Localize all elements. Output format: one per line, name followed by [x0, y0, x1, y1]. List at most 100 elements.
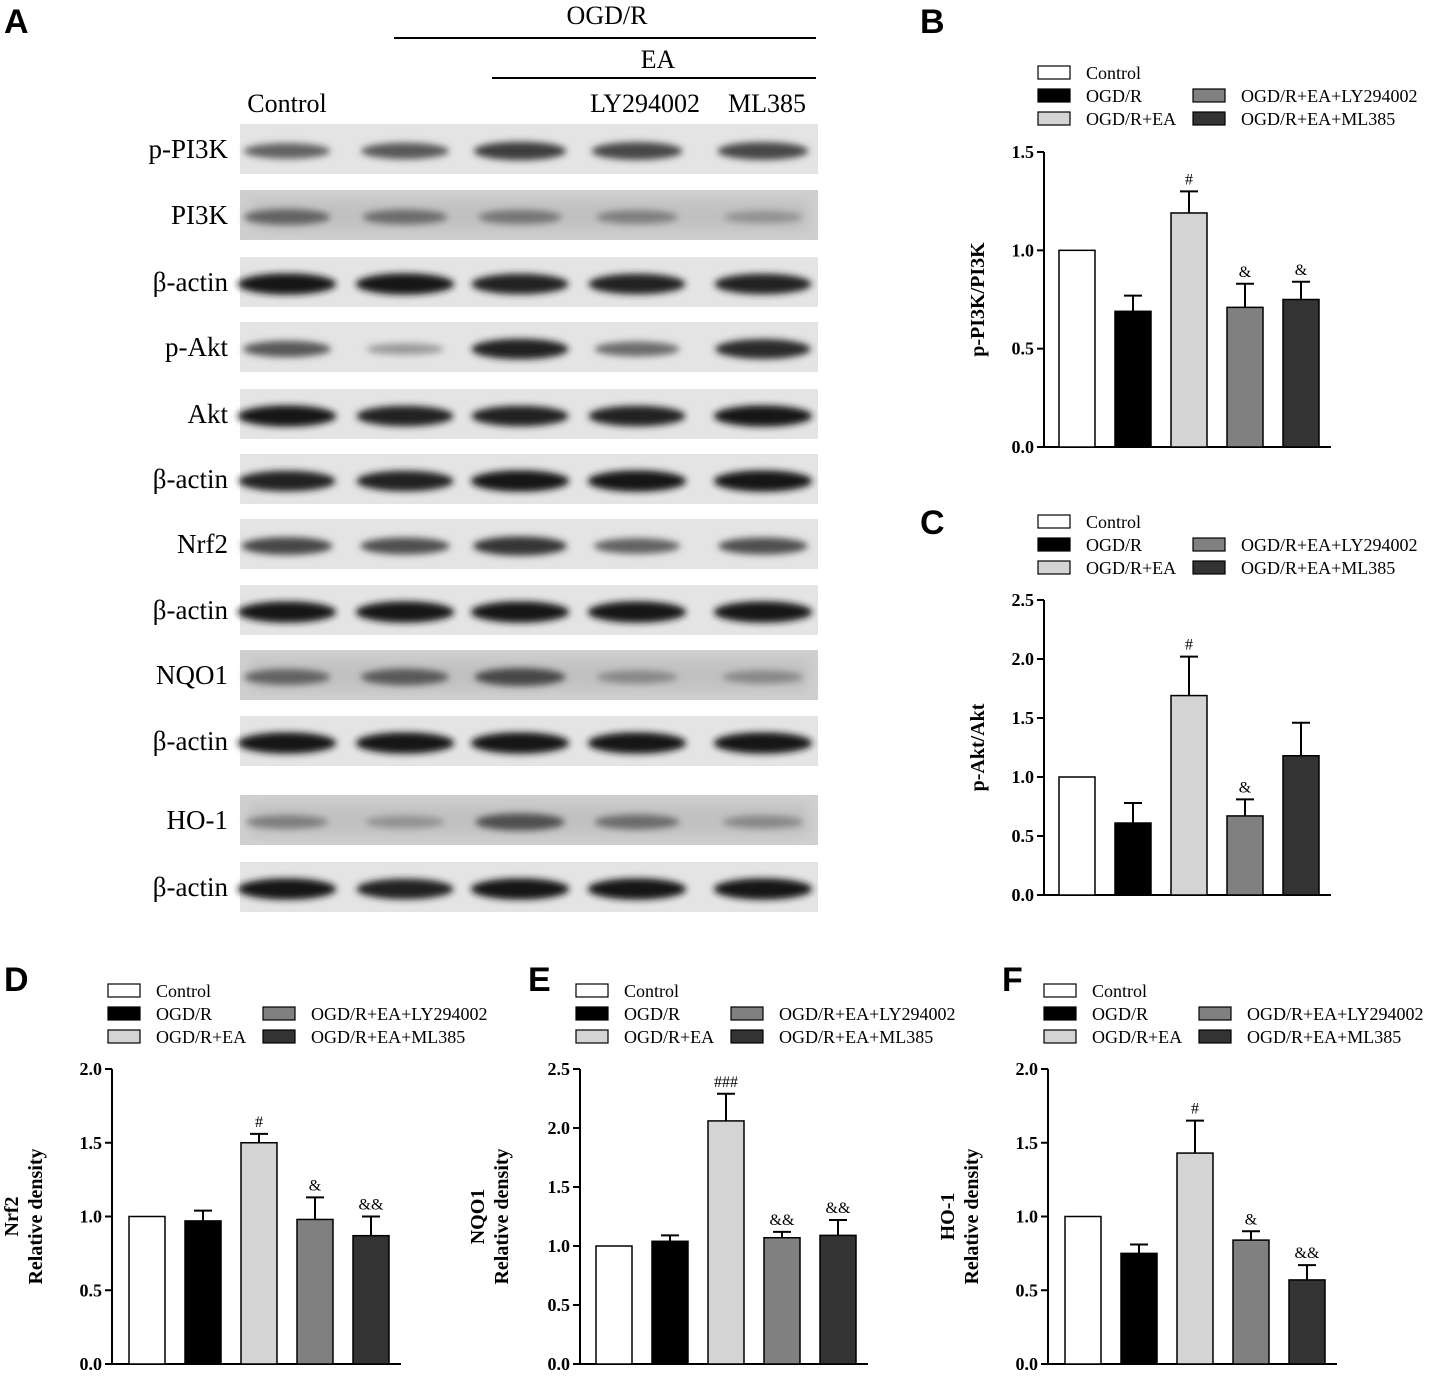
lane-label-control: Control [247, 89, 326, 118]
blot-band-lane-5 [722, 815, 804, 829]
blot-row-label: β-actin [153, 726, 229, 756]
significance-mark-ogd-r-ea-ly294002: && [770, 1212, 795, 1229]
y-axis-label: HO-1 [937, 1193, 959, 1241]
significance-mark-ogd-r-ea-ml385: && [359, 1197, 384, 1214]
y-tick-label: 0.0 [1012, 437, 1035, 457]
blot-row-actin-2: β-actin [153, 257, 818, 307]
legend-swatch-ogd-r-ea-ml385 [730, 1029, 764, 1044]
legend-label-ogd-r: OGD/R [624, 1004, 680, 1024]
y-tick-label: 2.0 [1016, 1059, 1039, 1079]
bar-ogd-r [651, 1240, 689, 1365]
blot-band-lane-5 [713, 732, 813, 754]
bar-ogd-r-ea-ml385 [1282, 755, 1320, 896]
legend-label-control: Control [624, 981, 679, 1001]
legend-label-control: Control [1092, 981, 1147, 1001]
bar-ogd-r-ea [1170, 694, 1208, 896]
chart-legend: Control OGD/R OGD/R+EA OGD/R+EA+LY294002 OGD… [575, 981, 956, 1047]
chart-panel-f: F Control OGD/R OGD/R+EA OGD/R+EA+LY294002 OG… [937, 961, 1424, 1374]
legend-swatch-ogd-r-ea [575, 1029, 609, 1044]
legend-swatch-ogd-r-ea-ml385 [1192, 111, 1226, 126]
lane-label-ly294002: LY294002 [590, 89, 700, 118]
y-tick-label: 1.5 [548, 1177, 571, 1197]
blot-band-lane-1 [243, 143, 331, 159]
blot-row-p-akt-3: p-Akt [165, 322, 818, 372]
blot-row-pi3k-1: PI3K [171, 190, 818, 240]
significance-mark-ogd-r-ea: ### [714, 1074, 738, 1091]
blot-row-label: PI3K [171, 200, 229, 230]
blot-row-akt-4: Akt [188, 389, 818, 439]
y-tick-label: 2.5 [548, 1059, 571, 1079]
legend-swatch-ogd-r-ea-ly294002 [262, 1006, 296, 1021]
blot-band-lane-3 [470, 732, 570, 754]
legend-label-ogd-r-ea-ly294002: OGD/R+EA+LY294002 [779, 1004, 956, 1024]
blot-band-lane-4 [596, 670, 678, 684]
y-tick-label: 0.0 [1012, 885, 1035, 905]
chart-legend: Control OGD/R OGD/R+EA OGD/R+EA+LY294002 OGD… [107, 981, 488, 1047]
bar-ogd-r-ea [240, 1142, 278, 1365]
legend-label-ogd-r-ea-ly294002: OGD/R+EA+LY294002 [1241, 535, 1418, 555]
y-tick-label: 1.5 [80, 1133, 103, 1153]
significance-mark-ogd-r-ea: # [1191, 1101, 1199, 1118]
blot-band-lane-5 [722, 670, 804, 684]
y-axis-label: p-Akt/Akt [967, 703, 989, 791]
y-axis-label: Relative density [961, 1148, 983, 1284]
blot-band-lane-5 [713, 601, 813, 623]
y-tick-label: 0.5 [1016, 1280, 1039, 1300]
legend-swatch-ogd-r [1037, 88, 1071, 103]
legend-swatch-ogd-r-ea [1043, 1029, 1077, 1044]
legend-label-ogd-r-ea-ly294002: OGD/R+EA+LY294002 [311, 1004, 488, 1024]
blot-band-lane-3 [473, 536, 567, 556]
panel-a-western-blot: A OGD/R EA Control LY294002 ML385 p-PI3K PI… [4, 1, 818, 912]
blot-row-label: p-Akt [165, 332, 228, 362]
blot-band-lane-2 [361, 668, 449, 686]
legend-swatch-ogd-r-ea-ml385 [1192, 560, 1226, 575]
blot-band-lane-5 [713, 878, 813, 900]
significance-mark-ogd-r-ea: # [255, 1114, 263, 1131]
blot-band-lane-1 [243, 209, 331, 225]
blot-band-lane-3 [471, 405, 569, 427]
legend-swatch-ogd-r-ea [1037, 560, 1071, 575]
bar-control [1058, 249, 1096, 448]
blot-band-lane-2 [355, 601, 455, 623]
legend-label-ogd-r-ea: OGD/R+EA [1092, 1027, 1182, 1047]
bar-ogd-r-ea [1176, 1152, 1214, 1365]
legend-swatch-ogd-r [107, 1006, 141, 1021]
y-axis-label: Relative density [491, 1148, 513, 1284]
blot-row-p-pi3k-0: p-PI3K [149, 124, 818, 174]
bar-ogd-r-ea-ml385 [1288, 1279, 1326, 1365]
y-tick-label: 1.0 [1012, 767, 1035, 787]
blot-rows: p-PI3K PI3K β-actin p-Akt Akt β-actin Nrf2 β-ac… [149, 124, 818, 912]
y-tick-label: 0.0 [1016, 1354, 1039, 1374]
bar-ogd-r-ea-ly294002 [296, 1218, 334, 1365]
bar-ogd-r [1114, 822, 1152, 896]
blot-band-lane-5 [713, 470, 813, 492]
chart-panel-c: C Control OGD/R OGD/R+EA OGD/R+EA+LY294002 OG… [920, 504, 1418, 905]
legend-label-control: Control [1086, 512, 1141, 532]
blot-band-lane-4 [588, 405, 686, 427]
y-tick-label: 0.5 [80, 1280, 103, 1300]
blot-band-lane-1 [237, 405, 337, 427]
y-tick-label: 1.0 [1012, 240, 1035, 260]
y-tick-label: 2.0 [548, 1118, 571, 1138]
blot-band-lane-4 [587, 732, 687, 754]
blot-row-label: β-actin [153, 464, 229, 494]
blot-band-lane-4 [594, 814, 680, 830]
legend-swatch-control [1037, 65, 1071, 80]
chart-panel-b: B Control OGD/R OGD/R+EA OGD/R+EA+LY294002 OG… [920, 3, 1418, 457]
blot-band-lane-1 [238, 470, 336, 492]
panel-letter-d: D [4, 961, 29, 999]
chart-legend: Control OGD/R OGD/R+EA OGD/R+EA+LY294002 OGD… [1043, 981, 1424, 1047]
bar-ogd-r [1114, 310, 1152, 448]
bar-ogd-r-ea-ly294002 [1226, 815, 1264, 896]
blot-band-lane-4 [587, 470, 687, 492]
bar-charts: B Control OGD/R OGD/R+EA OGD/R+EA+LY294002 OG… [1, 3, 1424, 1374]
blot-band-lane-4 [588, 273, 686, 295]
significance-mark-ogd-r-ea-ly294002: & [1245, 1211, 1258, 1228]
blot-band-lane-2 [356, 405, 454, 427]
chart-legend: Control OGD/R OGD/R+EA OGD/R+EA+LY294002 OGD… [1037, 63, 1418, 129]
blot-row-label: β-actin [153, 872, 229, 902]
significance-mark-ogd-r-ea: # [1185, 637, 1193, 654]
blot-band-lane-5 [714, 273, 812, 295]
legend-swatch-ogd-r [575, 1006, 609, 1021]
blot-band-lane-3 [473, 141, 567, 161]
